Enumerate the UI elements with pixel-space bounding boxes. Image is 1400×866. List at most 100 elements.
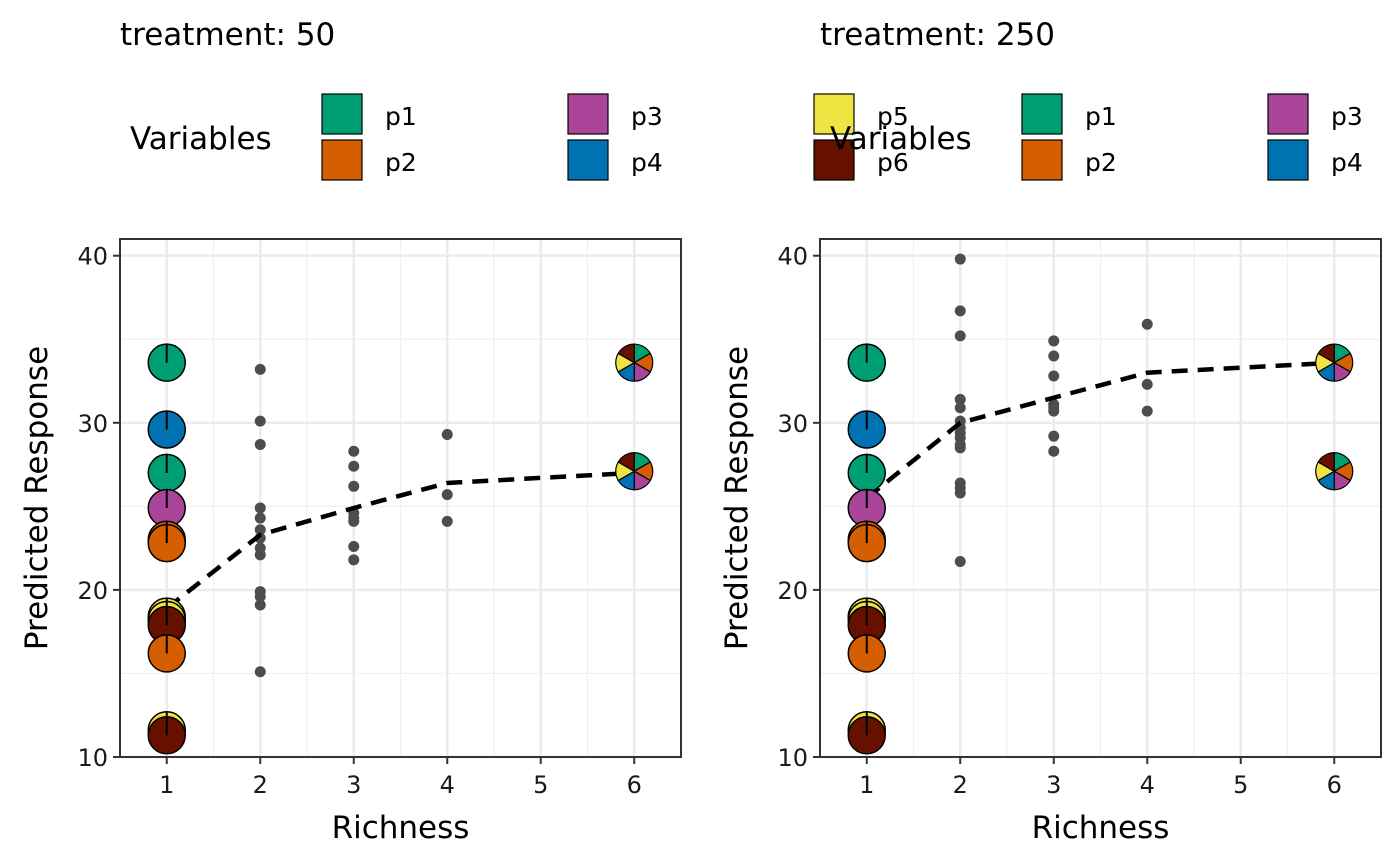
pie-slice bbox=[617, 343, 635, 364]
legend-key-p3 bbox=[1267, 93, 1309, 135]
x-tick-label: 4 bbox=[440, 771, 455, 799]
legend-label-p4: p4 bbox=[631, 148, 663, 177]
data-point bbox=[1048, 350, 1060, 362]
x-tick-label: 3 bbox=[346, 771, 361, 799]
y-tick-label: 20 bbox=[77, 577, 108, 605]
monoculture-point bbox=[847, 343, 886, 382]
monoculture-point bbox=[147, 410, 186, 449]
mixture-pie bbox=[1315, 343, 1354, 382]
legend-label-p3: p3 bbox=[631, 102, 663, 131]
data-point bbox=[1141, 405, 1153, 417]
trend-line bbox=[865, 360, 1335, 500]
x-tick-label: 1 bbox=[159, 771, 174, 799]
data-point bbox=[1048, 445, 1060, 457]
monoculture-point bbox=[147, 453, 186, 493]
legend-label-p3: p3 bbox=[1331, 102, 1363, 131]
data-point bbox=[254, 591, 266, 603]
y-tick-label: 20 bbox=[777, 577, 808, 605]
data-point bbox=[954, 487, 966, 499]
panel-title: treatment: 50 bbox=[120, 17, 335, 53]
legend-label-p6: p6 bbox=[877, 148, 909, 177]
y-axis-title: Predicted Response bbox=[719, 346, 755, 650]
legend-label-p2: p2 bbox=[385, 148, 417, 177]
monoculture-point bbox=[147, 343, 186, 382]
x-tick-label: 1 bbox=[859, 771, 874, 799]
data-point bbox=[1048, 430, 1060, 442]
pie-slice bbox=[1317, 452, 1335, 473]
data-point bbox=[254, 439, 266, 451]
pie-slice bbox=[617, 452, 635, 473]
legend-label-p1: p1 bbox=[385, 102, 417, 131]
data-point bbox=[254, 512, 266, 524]
data-point bbox=[254, 549, 266, 561]
data-point bbox=[254, 524, 266, 536]
legend-title: Variables bbox=[130, 121, 272, 157]
legend-key-p1 bbox=[321, 93, 363, 135]
legend-title: Variables bbox=[830, 121, 972, 157]
legend: Variables p1 p2 p3 p4 p5 p6 bbox=[830, 93, 1363, 181]
data-point bbox=[254, 415, 266, 427]
legend-key-p5 bbox=[813, 93, 855, 135]
data-point bbox=[954, 442, 966, 454]
data-point bbox=[348, 554, 360, 566]
x-tick-label: 3 bbox=[1046, 771, 1061, 799]
data-point bbox=[254, 666, 266, 678]
data-point bbox=[1141, 378, 1153, 390]
monoculture-point bbox=[147, 605, 186, 645]
data-point bbox=[954, 253, 966, 265]
legend: Variables p1 p2 p3 p4 p5 p6 bbox=[130, 93, 909, 181]
axes: 1 2 3 4 5 6 10 20 30 40 bbox=[77, 243, 641, 799]
data-point bbox=[954, 393, 966, 405]
legend-key-p1 bbox=[1021, 93, 1063, 135]
data-point bbox=[1048, 335, 1060, 347]
y-tick-label: 10 bbox=[77, 744, 108, 772]
x-tick-label: 6 bbox=[627, 771, 642, 799]
y-tick-label: 40 bbox=[77, 243, 108, 271]
y-tick-label: 40 bbox=[777, 243, 808, 271]
x-tick-label: 6 bbox=[1327, 771, 1342, 799]
y-tick-label: 10 bbox=[777, 744, 808, 772]
monocultures-layer bbox=[147, 343, 186, 755]
panel-title: treatment: 250 bbox=[820, 17, 1055, 53]
x-tick-label: 5 bbox=[533, 771, 548, 799]
legend-label-p1: p1 bbox=[1085, 102, 1117, 131]
monoculture-point bbox=[847, 634, 886, 673]
legend-key-p2 bbox=[1021, 139, 1063, 181]
panel-1: treatment: 50 Variables p1 p2 p3 p4 p5 p6 1 2 3 4 5 6… bbox=[19, 17, 909, 846]
monoculture-point bbox=[147, 634, 186, 673]
monoculture-point bbox=[147, 523, 186, 563]
monoculture-point bbox=[847, 410, 886, 449]
data-point bbox=[254, 599, 266, 611]
x-tick-label: 5 bbox=[1233, 771, 1248, 799]
legend-key-p4 bbox=[1267, 139, 1309, 181]
data-point bbox=[1141, 318, 1153, 330]
legend-label-p5: p5 bbox=[877, 102, 909, 131]
axes: 1 2 3 4 5 6 10 20 30 40 bbox=[777, 243, 1341, 799]
data-point bbox=[254, 363, 266, 375]
monocultures-layer bbox=[847, 343, 886, 755]
data-point bbox=[254, 502, 266, 514]
points-layer bbox=[254, 363, 453, 678]
x-tick-label: 2 bbox=[953, 771, 968, 799]
monoculture-point bbox=[847, 523, 886, 563]
grid bbox=[820, 239, 1381, 759]
y-axis-title: Predicted Response bbox=[19, 346, 55, 650]
data-point bbox=[954, 330, 966, 342]
mixture-pie bbox=[615, 343, 654, 382]
data-point bbox=[1048, 370, 1060, 382]
data-point bbox=[348, 445, 360, 457]
legend-label-p4: p4 bbox=[1331, 148, 1363, 177]
y-tick-label: 30 bbox=[77, 410, 108, 438]
legend-key-p4 bbox=[567, 139, 609, 181]
trend-line bbox=[165, 470, 635, 611]
legend-key-p3 bbox=[567, 93, 609, 135]
monoculture-point bbox=[847, 453, 886, 493]
pie-slice bbox=[1317, 343, 1335, 364]
monoculture-point bbox=[847, 716, 886, 755]
data-point bbox=[441, 489, 453, 501]
data-point bbox=[954, 305, 966, 317]
mixture-pie bbox=[615, 452, 654, 491]
panel-2: treatment: 250 Variables p1 p2 p3 p4 p5 p6 1 2 3 4 5… bbox=[719, 17, 1382, 846]
legend-key-p2 bbox=[321, 139, 363, 181]
